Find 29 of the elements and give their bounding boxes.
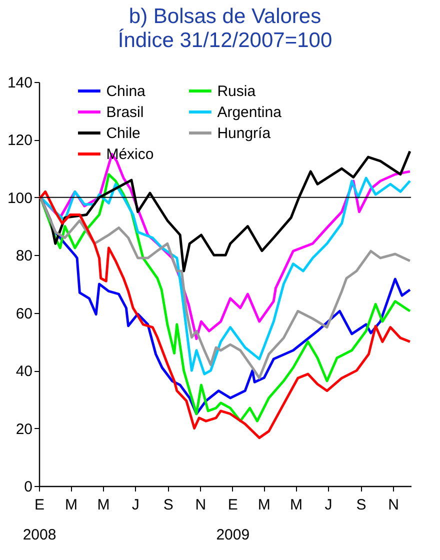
- y-tick-label: 60: [16, 305, 32, 322]
- y-tick-label: 40: [16, 363, 32, 380]
- legend-label: Chile: [106, 125, 140, 142]
- chart-subtitle: Índice 31/12/2007=100: [118, 28, 332, 52]
- y-tick-label: 80: [16, 248, 32, 265]
- legend-label: Argentina: [217, 104, 282, 121]
- legend-label: China: [106, 83, 146, 100]
- x-tick-label: E 2008: [22, 496, 56, 544]
- x-tick-label: J: [324, 496, 332, 514]
- x-tick-label: J: [132, 496, 140, 514]
- x-tick-label: S: [163, 496, 174, 514]
- y-tick-label: 140: [7, 74, 32, 92]
- legend-label: México: [106, 146, 154, 163]
- y-tick-label: 0: [24, 478, 32, 496]
- x-tick-label: M: [258, 496, 270, 514]
- y-tick-label: 100: [7, 190, 32, 207]
- y-tick-label: 20: [16, 420, 32, 438]
- x-tick-label: M: [290, 496, 303, 514]
- y-tick-label: 120: [7, 132, 32, 150]
- legend-label: Brasil: [106, 104, 144, 121]
- x-tick-label: E 2009: [216, 496, 250, 544]
- chart-title: b) Bolsas de Valores: [128, 5, 322, 28]
- legend-label: Rusia: [217, 83, 256, 100]
- x-tick-label: M: [97, 496, 110, 514]
- x-tick-label: M: [64, 496, 78, 514]
- x-tick-label: N: [388, 496, 399, 514]
- legend-label: Hungría: [217, 125, 272, 142]
- x-tick-label: N: [195, 496, 206, 514]
- x-tick-label: S: [356, 496, 366, 514]
